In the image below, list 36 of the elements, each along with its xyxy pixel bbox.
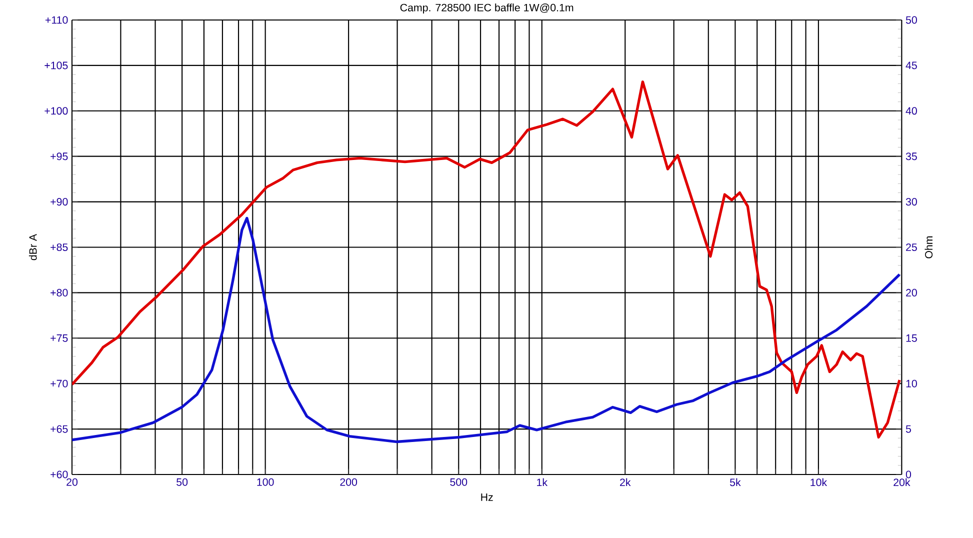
y2-tick-label: 10 [906, 380, 917, 388]
y2-axis-title: Ohm [924, 236, 933, 258]
y-tick-label: +65 [50, 425, 68, 433]
y-tick-label: +110 [45, 16, 68, 24]
y2-tick-label: 45 [906, 61, 917, 69]
x-tick-label: 5k [730, 478, 741, 486]
y-tick-label: +95 [50, 152, 68, 160]
x-axis-title: Hz [481, 493, 493, 501]
x-tick-label: 2k [620, 478, 631, 486]
x-tick-label: 50 [176, 478, 188, 486]
x-tick-label: 20k [894, 478, 910, 486]
y2-tick-label: 50 [906, 16, 917, 24]
x-tick-label: 100 [257, 478, 274, 486]
y2-tick-label: 5 [906, 425, 911, 433]
y2-tick-label: 35 [906, 152, 917, 160]
y2-tick-label: 30 [906, 198, 917, 206]
chart-title: Camp. 728500 IEC baffle 1W@0.1m [400, 3, 574, 14]
x-tick-label: 10k [810, 478, 828, 486]
x-tick-label: 200 [340, 478, 358, 486]
y-tick-label: +85 [50, 243, 68, 251]
x-tick-label: 20 [66, 478, 78, 486]
y-tick-label: +90 [50, 198, 68, 206]
y-tick-label: +100 [44, 106, 68, 114]
y2-tick-label: 0 [906, 470, 912, 478]
x-tick-label: 500 [450, 478, 468, 486]
y2-tick-label: 15 [906, 334, 917, 342]
y-tick-label: +105 [44, 61, 68, 69]
y-tick-label: +70 [50, 380, 68, 388]
y2-tick-label: 25 [906, 243, 917, 251]
y-tick-label: +80 [50, 288, 68, 296]
y2-tick-label: 40 [906, 106, 917, 114]
x-tick-label: 1k [537, 478, 548, 486]
y-axis-title: dBr A [28, 234, 37, 260]
y2-tick-label: 20 [906, 288, 917, 296]
y-tick-label: +60 [50, 470, 68, 478]
y-tick-label: +75 [50, 334, 68, 342]
